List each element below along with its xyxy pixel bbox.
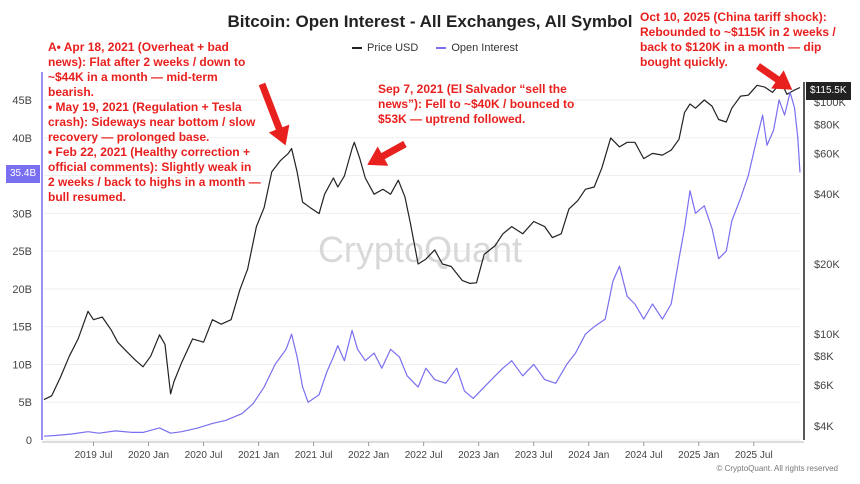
arrow-layer <box>258 63 793 166</box>
arrow-2021-may <box>258 82 290 146</box>
x-tick-label: 2025 Jul <box>735 450 773 461</box>
legend-label-price: Price USD <box>367 42 419 54</box>
axis-layer: 05B10B15B20B25B30B35B40B45B$4K$6K$8K$10K… <box>12 72 846 461</box>
arrow-2025-oct <box>756 63 793 90</box>
annotation-2021-may: A• Apr 18, 2021 (Overheat + bad news): F… <box>48 40 261 204</box>
x-tick-label: 2021 Jan <box>238 450 279 461</box>
x-tick-label: 2020 Jul <box>185 450 223 461</box>
y-right-tick-label: $60K <box>814 148 840 160</box>
annotation-2021-sep: Sep 7, 2021 (El Salvador “sell the news”… <box>378 82 575 126</box>
y-right-tick-label: $10K <box>814 329 840 341</box>
y-left-tick-label: 45B <box>12 95 32 107</box>
arrow-2021-sep <box>367 140 407 166</box>
y-left-tick-label: 15B <box>12 322 32 334</box>
y-right-tick-label: $20K <box>814 259 840 271</box>
annotation-2025-oct: Oct 10, 2025 (China tariff shock): Rebou… <box>640 10 836 69</box>
y-left-tick-label: 25B <box>12 246 32 258</box>
legend-label-open-interest: Open Interest <box>451 42 518 54</box>
y-left-tick-label: 20B <box>12 284 32 296</box>
legend-item-open-interest[interactable]: Open Interest <box>436 42 518 54</box>
legend-swatch-price <box>352 47 362 49</box>
y-left-tick-label: 5B <box>19 397 32 409</box>
y-left-tick-label: 30B <box>12 208 32 220</box>
x-tick-label: 2020 Jan <box>128 450 169 461</box>
x-tick-label: 2025 Jan <box>678 450 719 461</box>
y-right-tick-label: $8K <box>814 351 834 363</box>
x-tick-label: 2022 Jul <box>405 450 443 461</box>
current-price-badge: $115.5K <box>806 82 851 100</box>
y-right-tick-label: $100K <box>814 97 846 109</box>
legend-item-price[interactable]: Price USD <box>352 42 418 54</box>
y-right-tick-label: $6K <box>814 380 834 392</box>
series-line-open-interest <box>43 91 801 437</box>
x-tick-label: 2019 Jul <box>75 450 113 461</box>
watermark: CryptoQuant <box>318 229 522 270</box>
series-layer <box>43 81 801 437</box>
x-tick-label: 2024 Jan <box>568 450 609 461</box>
x-tick-label: 2022 Jan <box>348 450 389 461</box>
y-right-tick-label: $80K <box>814 119 840 131</box>
series-line-price <box>43 81 801 401</box>
x-tick-label: 2023 Jul <box>515 450 553 461</box>
y-left-tick-label: 10B <box>12 359 32 371</box>
y-left-tick-label: 0 <box>26 435 32 447</box>
legend: Price USD Open Interest <box>352 42 518 54</box>
x-tick-label: 2024 Jul <box>625 450 663 461</box>
x-tick-label: 2021 Jul <box>295 450 333 461</box>
x-tick-label: 2023 Jan <box>458 450 499 461</box>
copyright-footer: © CryptoQuant. All rights reserved <box>716 464 839 473</box>
y-right-tick-label: $40K <box>814 189 840 201</box>
chart-title: Bitcoin: Open Interest - All Exchanges, … <box>227 12 633 31</box>
current-oi-badge: 35.4B <box>6 165 41 183</box>
legend-swatch-open-interest <box>436 47 447 49</box>
y-left-tick-label: 40B <box>12 133 32 145</box>
y-right-tick-label: $4K <box>814 421 834 433</box>
grid-layer <box>44 99 800 441</box>
